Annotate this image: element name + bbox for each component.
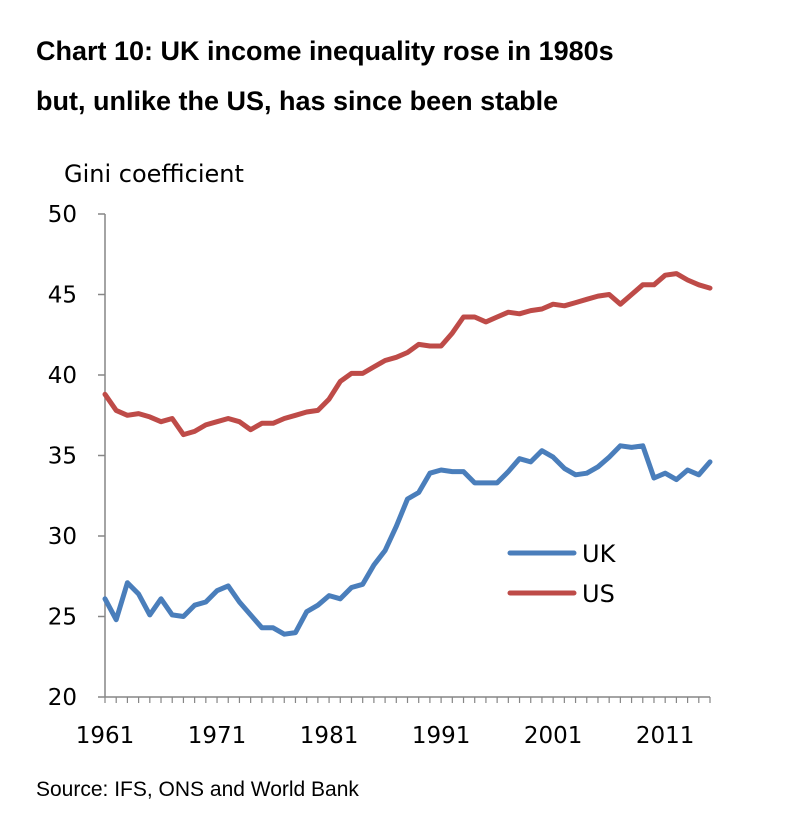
x-tick-label: 2011: [636, 723, 695, 749]
chart-title: Chart 10: UK income inequality rose in 1…: [36, 26, 776, 126]
legend-label-us: US: [582, 580, 615, 608]
series-line-us: [102, 271, 713, 438]
y-axis-label: Gini coefficient: [64, 160, 244, 188]
legend-label-uk: UK: [582, 540, 617, 568]
title-line-1: Chart 10: UK income inequality rose in 1…: [36, 36, 614, 66]
axes: 20 25 30 35 40 45 50 1961 1971 1981 1991 2001 2011: [48, 202, 711, 749]
x-tick-label: 1991: [412, 723, 471, 749]
x-tick-label: 1961: [76, 723, 135, 749]
x-tick-label: 1981: [300, 723, 359, 749]
x-tick-label: 2001: [524, 723, 583, 749]
legend: UK US: [507, 540, 617, 608]
series-line-uk: [102, 443, 713, 637]
x-tick-label: 1971: [188, 723, 247, 749]
y-tick-label: 45: [48, 283, 77, 309]
source-note: Source: IFS, ONS and World Bank: [36, 778, 359, 801]
y-tick-label: 35: [48, 444, 77, 470]
y-tick-label: 20: [48, 685, 77, 711]
y-tick-label: 50: [48, 202, 77, 228]
y-tick-label: 40: [48, 363, 77, 389]
series-lines: [102, 271, 713, 637]
title-line-2: but, unlike the US, has since been stabl…: [36, 86, 559, 116]
y-tick-label: 30: [48, 524, 77, 550]
y-tick-label: 25: [48, 605, 77, 631]
